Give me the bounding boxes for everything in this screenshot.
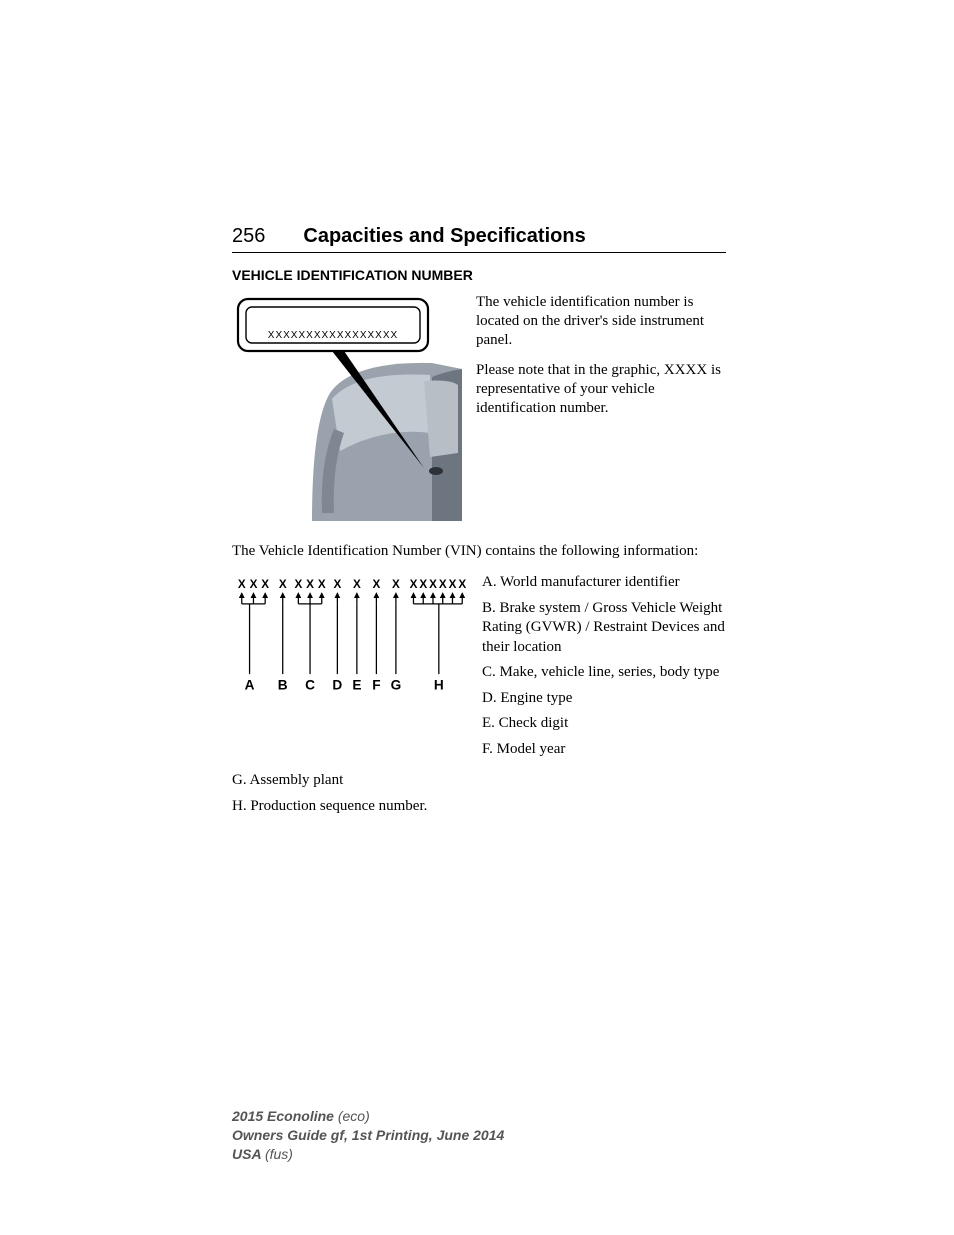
svg-text:X: X	[429, 578, 437, 591]
vin-item-h: H. Production sequence number.	[232, 797, 726, 817]
vin-item-f: F. Model year	[482, 740, 726, 760]
footer-line-2: Owners Guide gf, 1st Printing, June 2014	[232, 1126, 504, 1145]
page-footer: 2015 Econoline (eco) Owners Guide gf, 1s…	[232, 1107, 504, 1164]
svg-text:X: X	[449, 578, 457, 591]
svg-text:X: X	[250, 578, 258, 591]
footer-l1-rest: (eco)	[338, 1108, 370, 1124]
section-heading: VEHICLE IDENTIFICATION NUMBER	[232, 267, 726, 283]
vin-explain-para: The Vehicle Identification Number (VIN) …	[232, 542, 726, 561]
page-header: 256 Capacities and Specifications	[232, 225, 726, 253]
footer-l1-bold: 2015 Econoline	[232, 1108, 338, 1124]
vin-diagram-and-list: XXXAXBXXXCXDXEXFXGXXXXXXH A. World manuf…	[232, 573, 726, 765]
svg-text:X: X	[439, 578, 447, 591]
svg-text:X: X	[333, 578, 341, 591]
svg-text:E: E	[352, 678, 361, 693]
svg-text:X: X	[318, 578, 326, 591]
svg-text:F: F	[372, 678, 380, 693]
intro-p2: Please note that in the graphic, XXXX is…	[476, 361, 726, 419]
svg-text:G: G	[391, 678, 402, 693]
vin-item-c: C. Make, vehicle line, series, body type	[482, 663, 726, 683]
page-number: 256	[232, 225, 265, 248]
page-content: 256 Capacities and Specifications VEHICL…	[232, 225, 726, 822]
svg-text:X: X	[294, 578, 302, 591]
footer-line-3: USA (fus)	[232, 1145, 504, 1164]
svg-text:H: H	[434, 678, 444, 693]
vin-item-a: A. World manufacturer identifier	[482, 573, 726, 593]
intro-text: The vehicle identification number is loc…	[476, 293, 726, 528]
svg-text:X: X	[353, 578, 361, 591]
svg-text:X: X	[306, 578, 314, 591]
svg-text:A: A	[245, 678, 255, 693]
svg-text:B: B	[278, 678, 288, 693]
vin-location-figure: XXXXXXXXXXXXXXXXX	[232, 293, 462, 528]
svg-text:X: X	[392, 578, 400, 591]
vin-list-right: A. World manufacturer identifier B. Brak…	[482, 573, 726, 765]
vin-item-b: B. Brake system / Gross Vehicle Weight R…	[482, 599, 726, 658]
svg-text:X: X	[261, 578, 269, 591]
svg-text:X: X	[238, 578, 246, 591]
vin-list-below: G. Assembly plant H. Production sequence…	[232, 771, 726, 816]
svg-text:X: X	[410, 578, 418, 591]
svg-text:X: X	[458, 578, 466, 591]
vin-item-e: E. Check digit	[482, 714, 726, 734]
svg-text:X: X	[279, 578, 287, 591]
footer-l3-rest: (fus)	[265, 1146, 293, 1162]
svg-text:D: D	[332, 678, 342, 693]
chapter-title: Capacities and Specifications	[303, 225, 585, 248]
svg-text:XXXXXXXXXXXXXXXXX: XXXXXXXXXXXXXXXXX	[268, 330, 398, 341]
svg-text:C: C	[305, 678, 315, 693]
svg-text:X: X	[419, 578, 427, 591]
vin-breakdown-figure: XXXAXBXXXCXDXEXFXGXXXXXXH	[232, 573, 472, 765]
footer-l3-bold: USA	[232, 1146, 265, 1162]
vin-item-d: D. Engine type	[482, 689, 726, 709]
figure-and-intro: XXXXXXXXXXXXXXXXX The vehicle identifica…	[232, 293, 726, 528]
svg-text:X: X	[372, 578, 380, 591]
footer-line-1: 2015 Econoline (eco)	[232, 1107, 504, 1126]
intro-p1: The vehicle identification number is loc…	[476, 293, 726, 351]
vin-item-g: G. Assembly plant	[232, 771, 726, 791]
